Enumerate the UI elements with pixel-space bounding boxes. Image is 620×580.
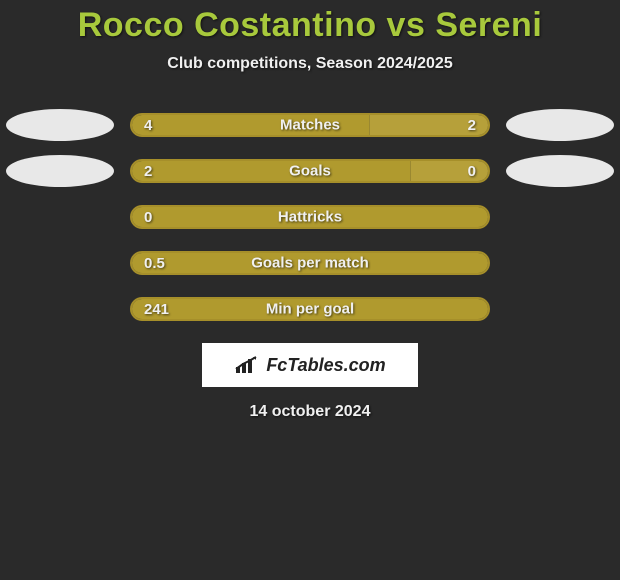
bar-segment-left: 0 xyxy=(132,207,488,227)
stat-row: 0.5Goals per match xyxy=(0,251,620,275)
bar-segment-left: 0.5 xyxy=(132,253,488,273)
left-avatar-slot xyxy=(0,109,120,141)
page-title: Rocco Costantino vs Sereni xyxy=(0,6,620,45)
comparison-card: Rocco Costantino vs Sereni Club competit… xyxy=(0,0,620,421)
left-avatar-slot xyxy=(0,155,120,187)
right-avatar-slot xyxy=(500,109,620,141)
stat-bar: 42Matches xyxy=(130,113,490,137)
player-avatar-left xyxy=(6,109,114,141)
bar-track: 0.5 xyxy=(130,251,490,275)
bar-segment-left: 241 xyxy=(132,299,488,319)
bar-track: 241 xyxy=(130,297,490,321)
right-value: 2 xyxy=(468,117,476,134)
subtitle: Club competitions, Season 2024/2025 xyxy=(0,55,620,73)
bar-track: 0 xyxy=(130,205,490,229)
left-value: 241 xyxy=(144,301,169,318)
stats-rows: 42Matches20Goals00Hattricks0.5Goals per … xyxy=(0,113,620,321)
bar-track: 42 xyxy=(130,113,490,137)
left-value: 2 xyxy=(144,163,152,180)
brand-text: FcTables.com xyxy=(266,355,385,376)
bar-segment-right: 2 xyxy=(369,115,488,135)
left-value: 0.5 xyxy=(144,255,165,272)
bar-segment-right: 0 xyxy=(410,161,488,181)
brand-chart-icon xyxy=(234,355,260,375)
stat-row: 42Matches xyxy=(0,113,620,137)
player-avatar-right xyxy=(506,109,614,141)
stat-row: 20Goals xyxy=(0,159,620,183)
bar-segment-left: 2 xyxy=(132,161,410,181)
stat-bar: 20Goals xyxy=(130,159,490,183)
right-value: 0 xyxy=(468,163,476,180)
player-avatar-right xyxy=(506,155,614,187)
left-value: 0 xyxy=(144,209,152,226)
stat-row: 00Hattricks xyxy=(0,205,620,229)
bar-track: 20 xyxy=(130,159,490,183)
bar-segment-left: 4 xyxy=(132,115,369,135)
stat-bar: 00Hattricks xyxy=(130,205,490,229)
brand-badge[interactable]: FcTables.com xyxy=(202,343,418,387)
stat-row: 241Min per goal xyxy=(0,297,620,321)
player-avatar-left xyxy=(6,155,114,187)
stat-bar: 0.5Goals per match xyxy=(130,251,490,275)
stat-bar: 241Min per goal xyxy=(130,297,490,321)
right-avatar-slot xyxy=(500,155,620,187)
left-value: 4 xyxy=(144,117,152,134)
date-text: 14 october 2024 xyxy=(0,403,620,421)
